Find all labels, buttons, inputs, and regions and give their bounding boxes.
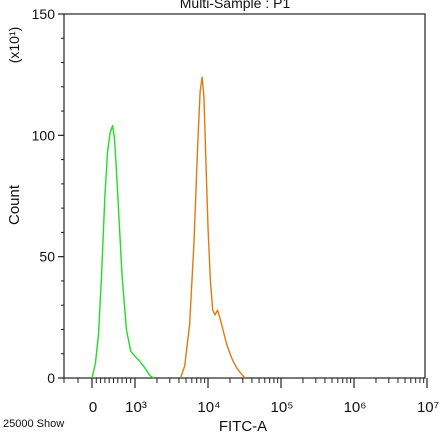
histogram-series-1: [179, 76, 246, 379]
footer-left-text: 25000 Show: [3, 418, 64, 430]
y-tick-label-3: 150: [32, 6, 56, 22]
y-scale-label: (x10¹): [6, 27, 22, 64]
marks-layer: 0 50 100 150 0 10³ 10⁴ 10⁵ 10⁶ 10⁷: [32, 6, 439, 416]
chart-title: Multi-Sample : P1: [180, 0, 291, 11]
x-tick-label-3: 10⁵: [271, 399, 294, 416]
x-tick-label-5: 10⁷: [417, 399, 439, 416]
x-tick-label-2: 10⁴: [197, 399, 220, 416]
y-tick-label-1: 50: [39, 249, 55, 265]
y-tick-label-2: 100: [32, 127, 56, 143]
x-tick-label-4: 10⁶: [344, 399, 367, 416]
y-tick-label-0: 0: [47, 370, 55, 386]
histogram-series-0: [91, 124, 154, 379]
x-axis-label: FITC-A: [219, 418, 267, 435]
y-axis-label: Count: [6, 184, 23, 225]
x-tick-label-0: 0: [89, 399, 97, 416]
x-tick-label-1: 10³: [125, 399, 147, 416]
